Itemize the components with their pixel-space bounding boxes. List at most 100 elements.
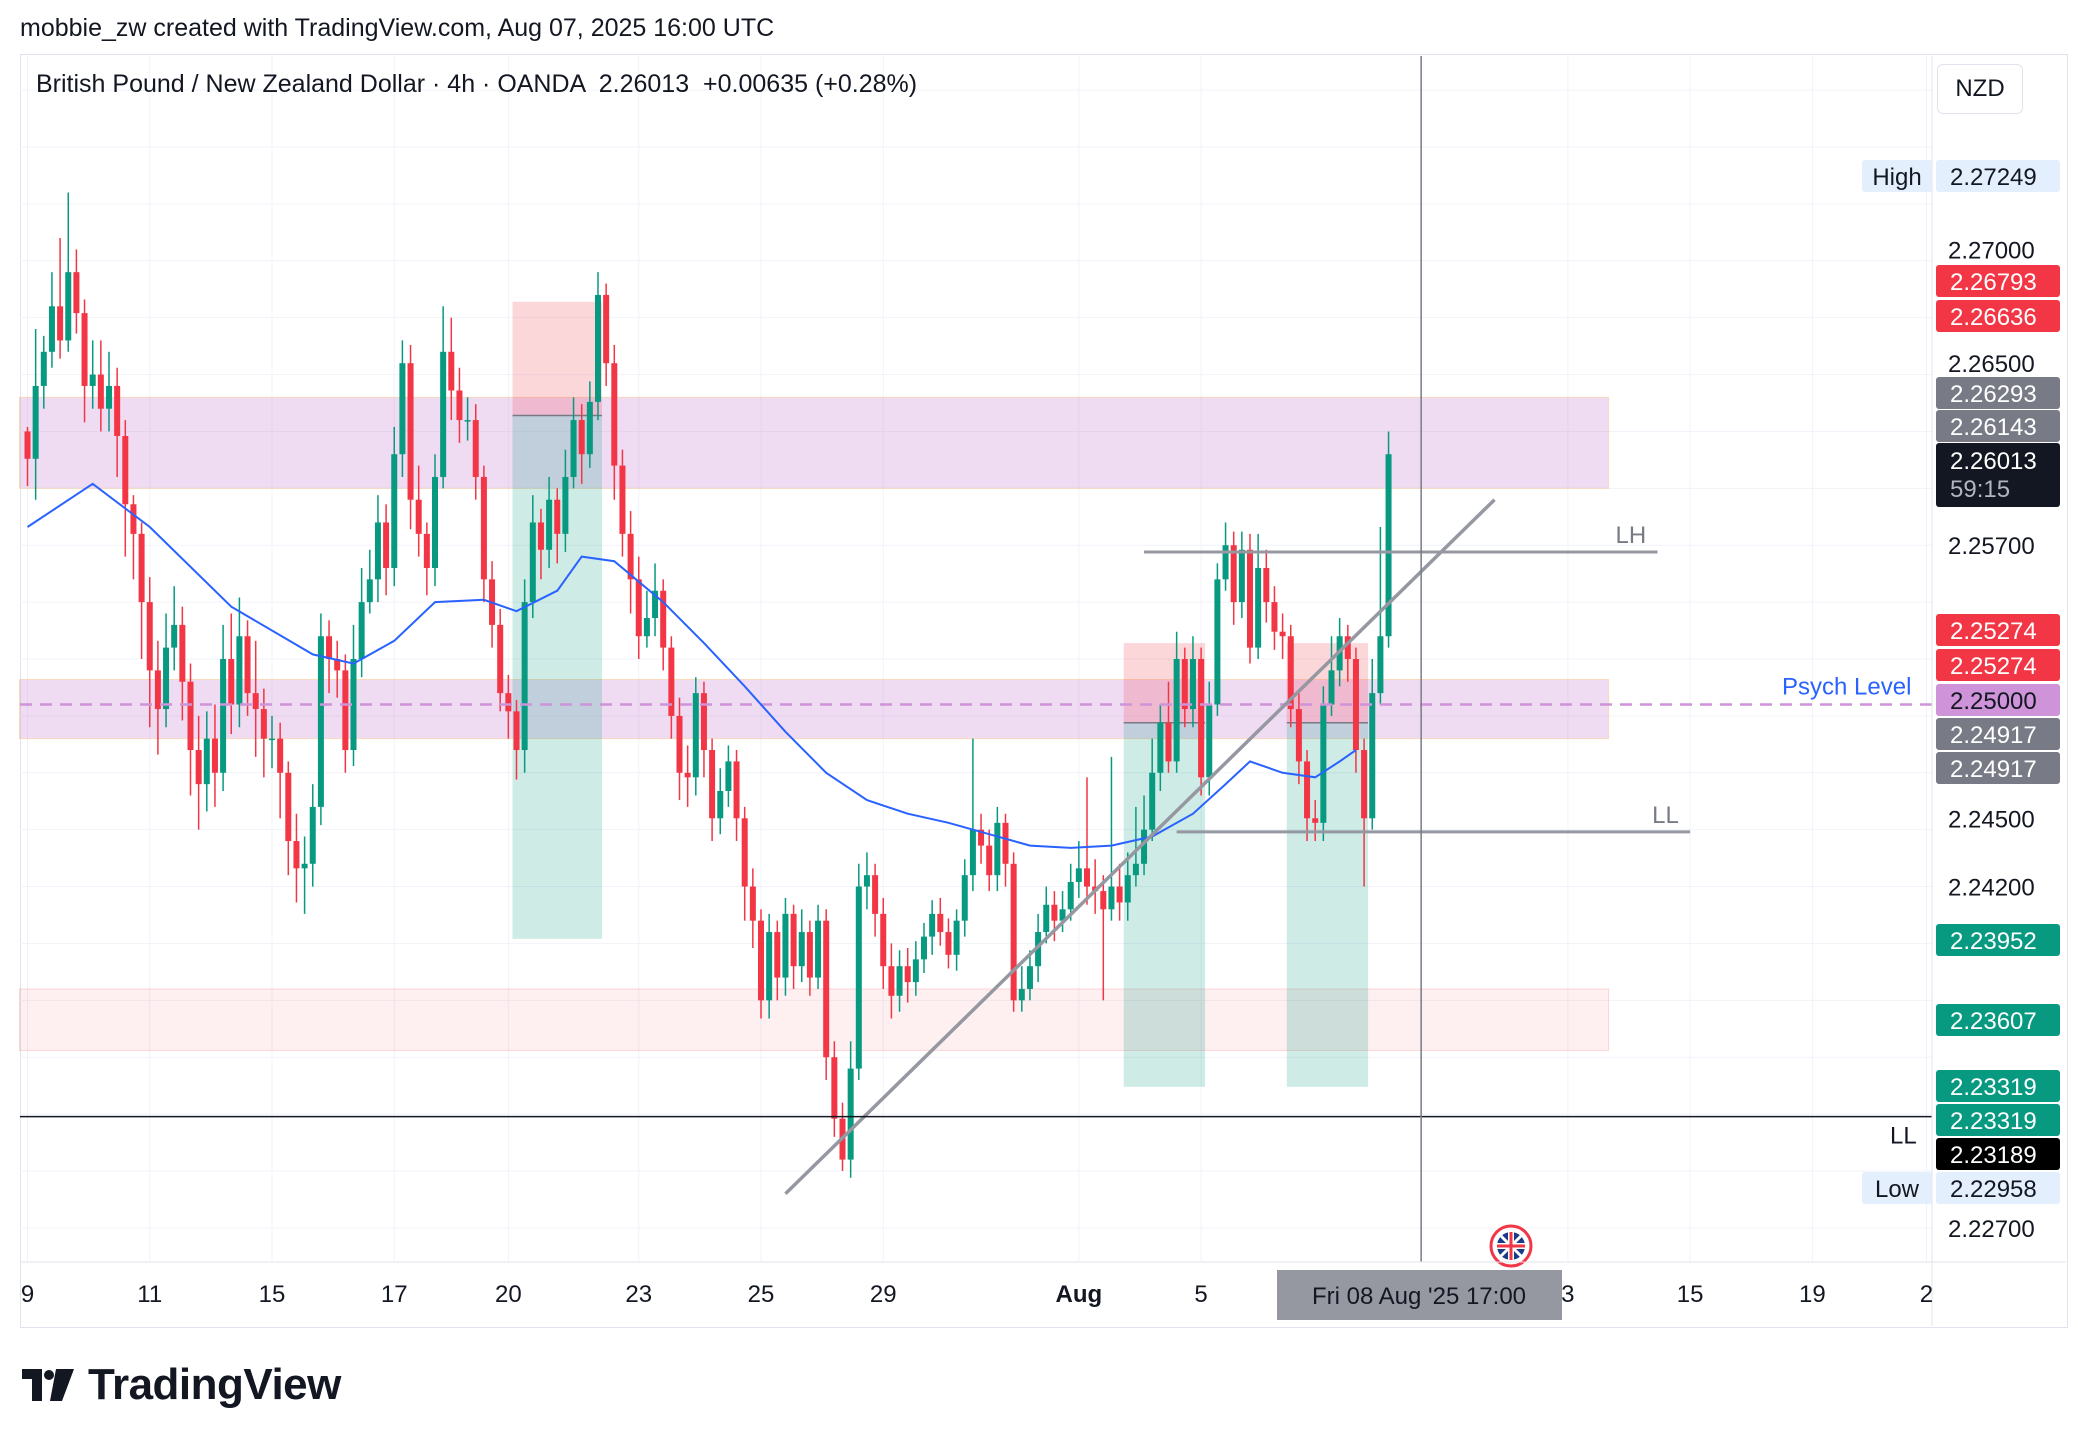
candle-body <box>1018 988 1025 1001</box>
candle-body <box>717 790 724 819</box>
candle-body <box>154 670 161 710</box>
candle-body <box>700 693 707 751</box>
y-tick-label: 2.22700 <box>1948 1216 2035 1243</box>
low-label-box <box>1862 1172 1932 1204</box>
price-tag-red <box>1936 300 2060 332</box>
price-tag-gray <box>1936 410 2060 442</box>
candle-body <box>994 822 1001 876</box>
candle-body <box>1230 545 1237 603</box>
candle-body <box>163 647 170 710</box>
last-price: 2.26013 <box>598 70 690 98</box>
x-tick-label: 3 <box>1561 1281 1574 1308</box>
candle-body <box>480 476 487 580</box>
candle-body <box>1075 868 1082 882</box>
candle-body <box>896 966 903 996</box>
candle-body <box>334 659 341 671</box>
zones <box>19 396 1610 1051</box>
candle-body <box>1157 722 1164 773</box>
candle-body <box>929 913 936 937</box>
candle-body <box>1377 636 1384 694</box>
x-tick-label: 25 <box>748 1281 775 1308</box>
price-tag-red <box>1936 614 2060 646</box>
candle-body <box>350 659 357 751</box>
price-tag-value: 2.23319 <box>1950 1108 2037 1135</box>
price-tag-value: 2.23952 <box>1950 928 2037 955</box>
candle-body <box>1385 454 1392 637</box>
ll-axis-label: LL <box>1890 1123 1917 1150</box>
candle-body <box>1051 904 1058 921</box>
candle-body <box>415 499 422 534</box>
candle-body <box>138 533 145 603</box>
tradingview-logo-text: TradingView <box>88 1360 341 1409</box>
candle-body <box>236 636 243 705</box>
candle-body <box>1320 704 1327 823</box>
x-tick-label: 15 <box>259 1281 286 1308</box>
candle-body <box>1189 659 1196 710</box>
candle-body <box>529 522 536 603</box>
candle-body <box>456 390 463 421</box>
candle-body <box>888 966 895 996</box>
price-tag-value: 2.26636 <box>1950 304 2037 331</box>
y-tick-label: 2.24500 <box>1948 806 2035 833</box>
candle-body <box>660 590 667 648</box>
candle-body <box>1238 549 1245 603</box>
y-tick-label: 2.27000 <box>1948 237 2035 264</box>
candle-body <box>709 750 716 819</box>
candle-body <box>1222 545 1229 580</box>
candle-body <box>211 738 218 773</box>
candle-body <box>912 959 919 983</box>
candle-body <box>1084 868 1090 887</box>
candle-body <box>1141 829 1148 864</box>
candle-body <box>546 499 553 550</box>
price-tag-high <box>1936 160 2060 192</box>
candle-body <box>106 385 112 409</box>
author-credit: mobbie_zw created with TradingView.com, … <box>20 14 775 42</box>
candle-body <box>1026 966 1033 989</box>
price-tag-value: 2.25274 <box>1950 618 2037 645</box>
candle-body <box>285 772 292 842</box>
candle-body <box>790 913 797 967</box>
candle-body <box>1271 602 1278 632</box>
x-tick-label: 19 <box>1799 1281 1826 1308</box>
candle-body <box>1059 909 1066 921</box>
candle-body <box>1352 659 1359 751</box>
x-tick-label: 29 <box>870 1281 897 1308</box>
candle-body <box>1043 904 1050 933</box>
candle-body <box>725 761 732 791</box>
chart-frame <box>20 54 2068 1328</box>
x-tick-label: 2 <box>1920 1281 1933 1308</box>
candle-body <box>440 351 447 477</box>
x-tick-label: 15 <box>1677 1281 1704 1308</box>
price-tag-green <box>1936 924 2060 956</box>
candle-body <box>872 875 879 914</box>
candle-body <box>1312 818 1319 823</box>
candle-body <box>130 504 137 534</box>
candle-body <box>1304 761 1311 819</box>
price-tag-value: 2.22958 <box>1950 1176 2037 1203</box>
candle-body <box>774 932 781 978</box>
candle-body <box>1295 709 1302 762</box>
symbol-header: British Pound / New Zealand Dollar · 4h … <box>36 70 917 99</box>
currency-button[interactable]: NZD <box>1937 64 2023 114</box>
candle-body <box>89 374 96 386</box>
candle-body <box>65 272 72 341</box>
candle-body <box>554 499 561 534</box>
candle-body <box>383 522 390 568</box>
y-tick-label: 2.25700 <box>1948 533 2035 560</box>
last-price-value: 2.26013 <box>1950 448 2037 475</box>
candle-body <box>32 385 39 459</box>
x-tick-label: 5 <box>1194 1281 1207 1308</box>
candle-body <box>1263 567 1270 603</box>
candle-body <box>986 845 993 876</box>
x-tick-label: 9 <box>21 1281 34 1308</box>
bar-countdown: 59:15 <box>1950 476 2010 503</box>
drawings: LH LL Psych Level LL <box>20 56 1932 1268</box>
price-tag-low <box>1936 1172 2060 1204</box>
candle-body <box>562 476 569 534</box>
y-tick-label: 2.26500 <box>1948 351 2035 378</box>
candle-body <box>1116 886 1123 903</box>
candle-body <box>643 618 650 637</box>
candle-body <box>1328 670 1335 705</box>
candle-body <box>1002 822 1009 864</box>
